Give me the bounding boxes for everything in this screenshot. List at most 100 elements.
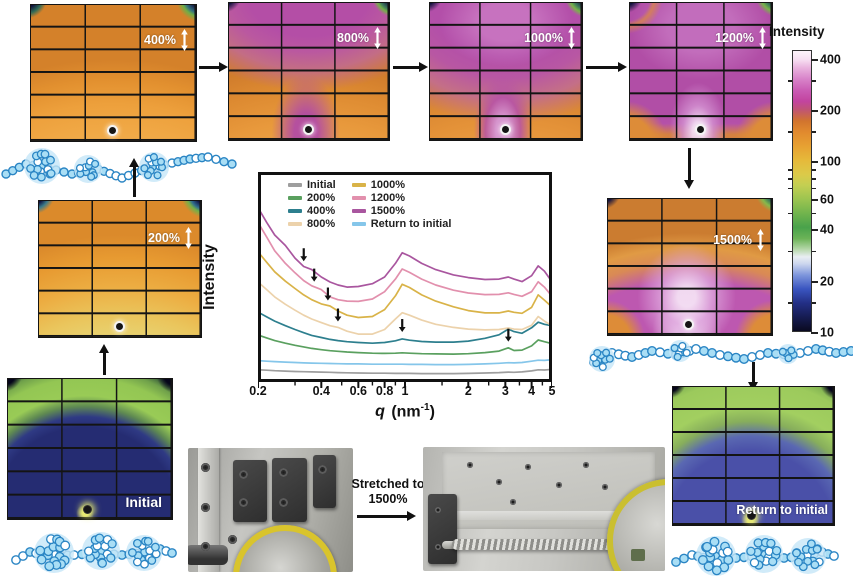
detector-grid [608,199,772,335]
detector-grid [39,201,201,337]
x-tick-label: 3 [501,384,509,398]
x-tick-label: 0.6 [349,384,368,398]
photo-stretching-rig-initial [188,448,353,572]
beamstop [747,511,757,520]
screw [602,484,609,491]
bolt [631,548,646,561]
screw [278,467,288,477]
waxs-panel-800: 800% [228,2,390,141]
colorbar-minor-tick [788,301,792,304]
legend-swatch [351,222,366,226]
colorbar-minor-tick [788,131,792,133]
panel-label-1500: 1500% [713,229,765,251]
flow-arrow-200-400 [133,167,136,197]
x-tick-label: 1 [401,384,409,398]
plot-border [258,172,552,382]
screw [435,506,442,513]
polymer-schematic-initial [11,532,177,573]
colorbar-tick-label: 20 [820,273,834,288]
legend-label: Return to initial [370,218,452,230]
colorbar-tick-label: 10 [820,325,834,340]
colorbar-minor-tick [812,131,816,133]
photo-stretching-rig-stretched [423,447,665,571]
saxs-profile-plot: Intensity Initial 1000% 200% 1200% 400% 1500%… [201,172,555,420]
colorbar-minor-tick [812,187,816,190]
colorbar-minor-tick [812,212,816,215]
panel-label-400: 400% [144,29,189,51]
beamstop [106,125,118,136]
flow-arrow-1200-1500 [688,148,691,180]
stretch-direction-icon [759,27,766,49]
legend-item: 200% [288,192,336,204]
flow-arrow-400-800 [199,66,219,69]
panel-label-1200: 1200% [715,27,767,49]
clamp-block [427,494,457,564]
detector-grid [630,3,772,140]
screw [466,461,473,468]
legend-label: 1000% [370,179,405,191]
screw [524,464,531,471]
y-axis-label: Intensity [201,244,218,310]
legend-swatch [351,183,366,187]
legend-item: Initial [288,179,336,191]
screw [201,462,211,472]
colorbar-tick [811,161,818,164]
beamstop [695,124,707,135]
series-1000% [260,252,550,319]
colorbar-minor-tick [788,187,792,190]
series-Return to initial [260,359,550,366]
peak-arrow-head [398,327,406,333]
flow-arrow-1500-return [752,362,755,382]
x-axis-label: q (nm-1) [375,402,435,421]
legend-swatch [288,196,302,200]
panel-label-800: 800% [337,27,382,49]
x-tick-label: 0.4 [312,384,330,398]
beamstop [499,124,511,135]
series-200% [260,334,550,355]
screw [582,461,589,468]
screw [278,497,288,507]
colorbar-minor-tick [788,212,792,215]
clamp-block [232,460,268,523]
legend-item: 1000% [351,179,452,191]
series-1500% [260,209,550,288]
x-tick-label: 2 [464,384,472,398]
stretch-direction-icon [181,29,188,51]
colorbar-minor-tick [812,250,816,253]
colorbar-tick [811,332,818,334]
peak-arrow-head [310,276,318,282]
peak-arrow-head [334,316,342,322]
colorbar-minor-tick [788,250,792,253]
screw [201,502,211,512]
detector-grid [430,3,582,140]
waxs-panel-400: 400% [30,4,197,142]
colorbar-minor-tick [788,177,792,180]
waxs-panel-200: 200% [38,200,202,338]
x-tick-label: 5 [548,384,556,398]
polymer-schematic-stretched [588,340,853,372]
colorbar-tick-label: 40 [820,222,834,237]
colorbar-tick [811,199,818,202]
legend-swatch [288,209,302,213]
legend-item: 1200% [351,192,452,204]
legend-item: 800% [288,218,336,230]
legend-swatch [288,222,302,226]
flow-arrow-initial-200 [103,353,106,375]
legend-swatch [351,196,366,200]
colorbar-tick-label: 200 [820,103,841,118]
flow-arrow-stretch [357,515,407,518]
polymer-schematic-recovered [671,535,839,576]
legend-label: 1500% [370,205,405,217]
colorbar-tick-label: 400 [820,52,841,67]
colorbar-tick-label: 100 [820,154,841,169]
stretch-direction-icon [374,27,381,49]
series-400% [260,312,550,345]
plot-legend: Initial 1000% 200% 1200% 400% 1500% 800% Return… [288,179,451,230]
waxs-panel-1500: 1500% [607,198,773,336]
polymer-schematic-partially-stretched [1,148,237,184]
colorbar-title: Intensity [769,24,825,39]
peak-arrow-head [300,256,308,262]
legend-label: Initial [307,179,336,191]
colorbar-tick-label: 60 [820,192,834,207]
